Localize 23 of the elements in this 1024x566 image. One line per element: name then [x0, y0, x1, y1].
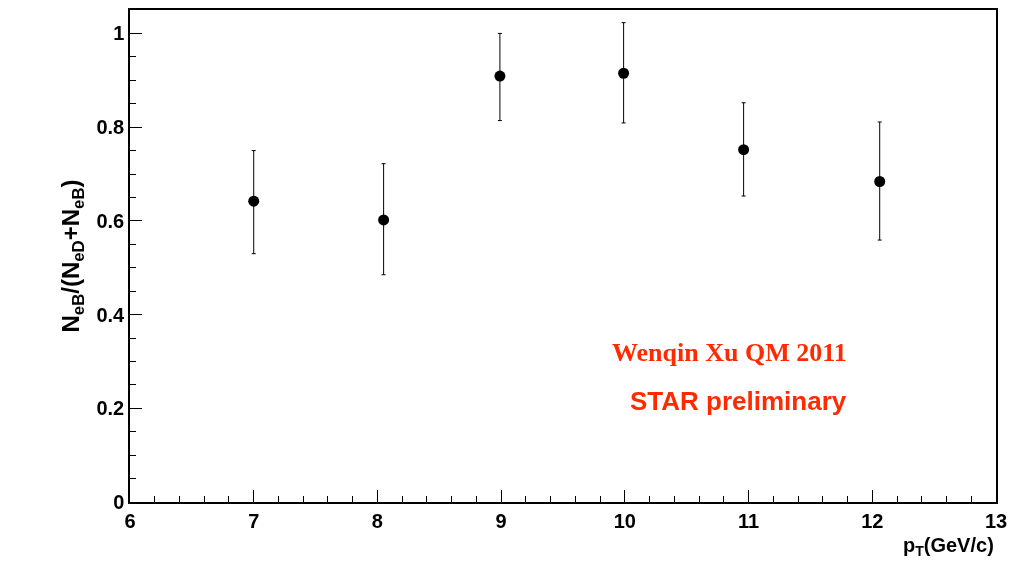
- x-axis-title: p$_{T}$(GeV/c): [903, 534, 994, 560]
- point: [378, 214, 390, 226]
- y-tick-label: 1: [113, 22, 125, 45]
- y-tick-label: 0.2: [96, 397, 125, 420]
- x-tick-label: 12: [861, 509, 884, 532]
- x-tick-label: 6: [124, 509, 136, 532]
- y-tick-label: 0: [113, 491, 125, 513]
- point: [874, 176, 886, 187]
- x-tick-label: 13: [984, 509, 1008, 532]
- y-tick-label: 0.6: [96, 209, 125, 232]
- y-tick-label: 0.8: [96, 116, 125, 139]
- point: [494, 70, 506, 82]
- annotation: STAR preliminary: [630, 386, 847, 416]
- x-tick-label: 9: [495, 509, 507, 532]
- point: [248, 195, 260, 207]
- annotation: Wenqin Xu QM 2011: [612, 338, 847, 367]
- x-tick-label: 11: [737, 509, 760, 532]
- point: [618, 67, 630, 79]
- x-tick-label: 8: [371, 509, 383, 532]
- y-tick-label: 0.4: [96, 303, 126, 326]
- x-tick-label: 7: [248, 509, 260, 532]
- x-tick-label: 10: [613, 509, 636, 532]
- point: [738, 144, 750, 156]
